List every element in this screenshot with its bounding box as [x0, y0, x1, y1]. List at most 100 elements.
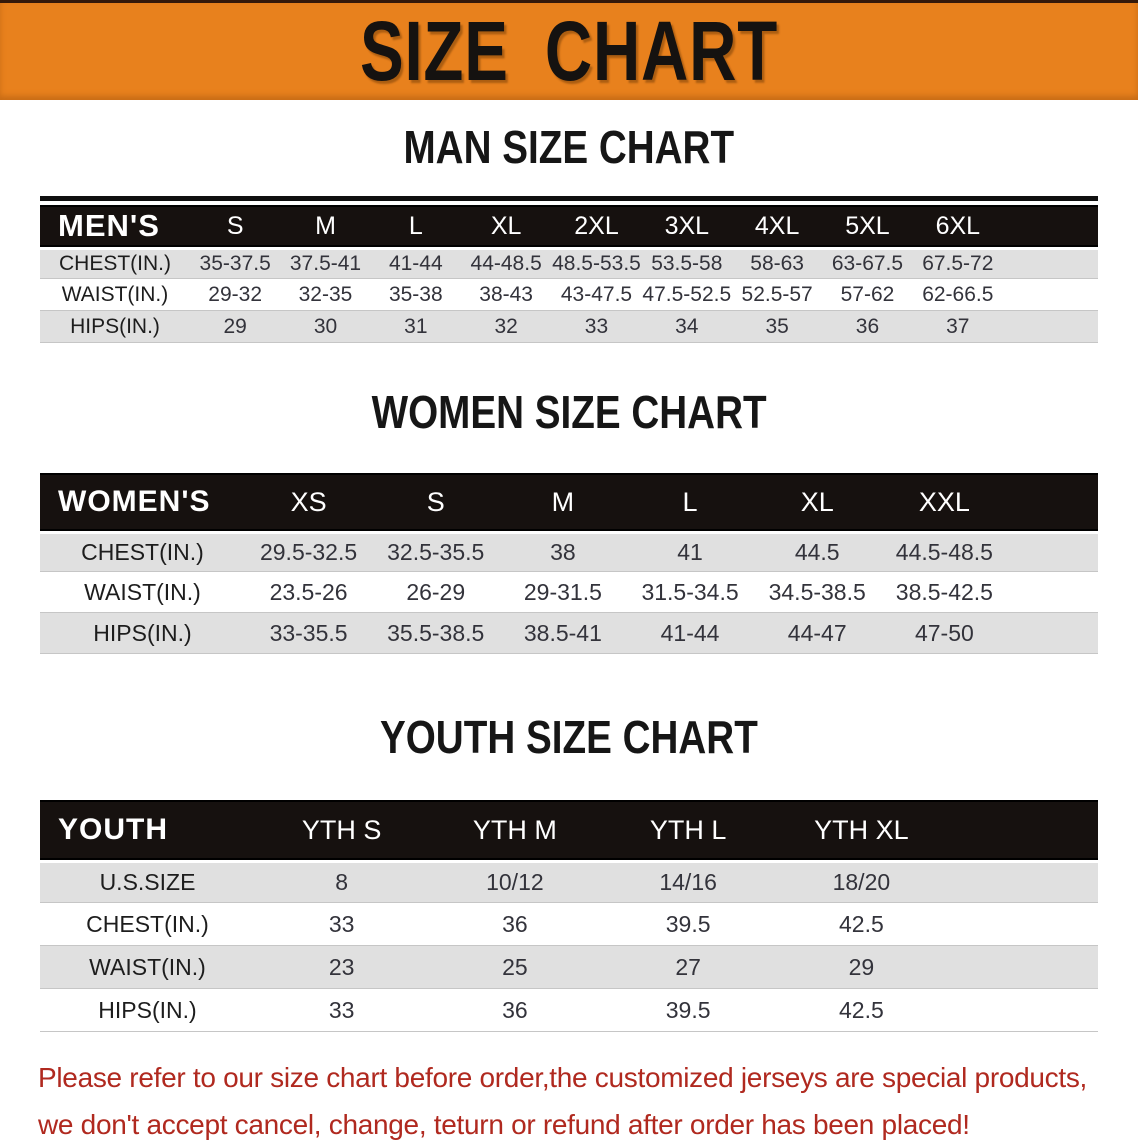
column-header: L	[370, 205, 461, 247]
table-cell: 27	[601, 946, 775, 989]
table-cell: 36	[822, 311, 913, 343]
cell-filler	[1008, 531, 1098, 572]
table-cell: 32-35	[280, 279, 371, 311]
cell-filler	[1003, 311, 1098, 343]
table-cell: 38.5-41	[499, 613, 627, 654]
table-cell: 62-66.5	[912, 279, 1003, 311]
column-header: XL	[460, 205, 552, 247]
cell-filler	[948, 860, 1098, 903]
youth-section-heading-text: YOUTH SIZE CHART	[380, 711, 758, 763]
column-header: 2XL	[551, 205, 642, 247]
men-section-heading-text: MAN SIZE CHART	[403, 121, 735, 173]
table-row: WAIST(IN.) 23 25 27 29	[40, 946, 1098, 989]
table-cell: 30	[280, 311, 371, 343]
header-filler	[1003, 205, 1098, 247]
men-table-top-rule	[40, 196, 1098, 201]
women-section-heading-text: WOMEN SIZE CHART	[371, 386, 767, 438]
table-row: HIPS(IN.) 33 36 39.5 42.5	[40, 989, 1098, 1032]
table-cell: 29-32	[190, 279, 281, 311]
table-cell: 52.5-57	[731, 279, 823, 311]
men-section-heading: MAN SIZE CHART	[0, 120, 1138, 186]
table-cell: 35-38	[370, 279, 461, 311]
table-cell: 36	[428, 989, 602, 1032]
table-cell: 34.5-38.5	[753, 572, 881, 613]
table-cell: 42.5	[774, 989, 948, 1032]
column-header: XL	[753, 473, 881, 531]
table-cell: 34	[641, 311, 732, 343]
table-header-row: YOUTH YTH S YTH M YTH L YTH XL	[40, 800, 1098, 860]
table-cell: 31	[370, 311, 461, 343]
table-cell: 41	[626, 531, 754, 572]
table-title: MEN'S	[40, 205, 190, 247]
column-header: 6XL	[912, 205, 1003, 247]
cell-filler	[948, 989, 1098, 1032]
table-title: YOUTH	[40, 800, 255, 860]
table-cell: 41-44	[626, 613, 754, 654]
table-cell: 44.5-48.5	[880, 531, 1008, 572]
cell-filler	[948, 946, 1098, 989]
table-cell: 26-29	[372, 572, 500, 613]
table-cell: 8	[255, 860, 429, 903]
table-cell: 42.5	[774, 903, 948, 946]
table-cell: 35.5-38.5	[372, 613, 500, 654]
table-cell: 67.5-72	[912, 247, 1003, 279]
row-label: WAIST(IN.)	[40, 572, 245, 613]
column-header: 5XL	[822, 205, 913, 247]
disclaimer-line-1: Please refer to our size chart before or…	[38, 1062, 1088, 1093]
table-cell: 33	[255, 903, 429, 946]
table-row: CHEST(IN.) 35-37.5 37.5-41 41-44 44-48.5 48.5…	[40, 247, 1098, 279]
table-cell: 14/16	[601, 860, 775, 903]
table-cell: 18/20	[774, 860, 948, 903]
row-label: HIPS(IN.)	[40, 311, 190, 343]
table-title: WOMEN'S	[40, 473, 245, 531]
table-cell: 41-44	[370, 247, 461, 279]
cell-filler	[1008, 572, 1098, 613]
table-cell: 33-35.5	[245, 613, 373, 654]
table-cell: 31.5-34.5	[626, 572, 754, 613]
table-cell: 25	[428, 946, 602, 989]
cell-filler	[1008, 613, 1098, 654]
table-row: U.S.SIZE 8 10/12 14/16 18/20	[40, 860, 1098, 903]
table-row: WAIST(IN.) 29-32 32-35 35-38 38-43 43-47.5 47.…	[40, 279, 1098, 311]
cell-filler	[948, 903, 1098, 946]
table-cell: 32.5-35.5	[372, 531, 500, 572]
women-size-table-wrap: WOMEN'S XS S M L XL XXL CHEST(IN.) 29.5-32.5 32.5…	[40, 473, 1098, 654]
column-header: YTH M	[428, 800, 602, 860]
table-cell: 63-67.5	[822, 247, 913, 279]
table-cell: 44-47	[753, 613, 881, 654]
header-filler	[1008, 473, 1098, 531]
table-cell: 29	[774, 946, 948, 989]
table-cell: 47.5-52.5	[641, 279, 732, 311]
table-cell: 44.5	[753, 531, 881, 572]
table-cell: 38	[499, 531, 627, 572]
table-row: CHEST(IN.) 33 36 39.5 42.5	[40, 903, 1098, 946]
table-row: CHEST(IN.) 29.5-32.5 32.5-35.5 38 41 44.5 44.5…	[40, 531, 1098, 572]
table-cell: 29-31.5	[499, 572, 627, 613]
table-cell: 37	[912, 311, 1003, 343]
column-header: XXL	[880, 473, 1008, 531]
table-cell: 35	[731, 311, 823, 343]
row-label: CHEST(IN.)	[40, 247, 190, 279]
table-cell: 32	[460, 311, 552, 343]
table-cell: 47-50	[880, 613, 1008, 654]
table-cell: 33	[255, 989, 429, 1032]
women-size-table: WOMEN'S XS S M L XL XXL CHEST(IN.) 29.5-32.5 32.5…	[40, 473, 1098, 654]
table-header-row: MEN'S S M L XL 2XL 3XL 4XL 5XL 6XL	[40, 205, 1098, 247]
table-cell: 35-37.5	[190, 247, 281, 279]
table-cell: 37.5-41	[280, 247, 371, 279]
youth-section-heading: YOUTH SIZE CHART	[0, 710, 1138, 776]
row-label: WAIST(IN.)	[40, 946, 255, 989]
table-cell: 36	[428, 903, 602, 946]
table-cell: 53.5-58	[641, 247, 732, 279]
column-header: YTH L	[601, 800, 775, 860]
table-cell: 38.5-42.5	[880, 572, 1008, 613]
table-cell: 57-62	[822, 279, 913, 311]
column-header: S	[372, 473, 500, 531]
disclaimer: Please refer to our size chart before or…	[38, 1054, 1138, 1148]
table-cell: 33	[551, 311, 642, 343]
table-cell: 10/12	[428, 860, 602, 903]
column-header: YTH XL	[774, 800, 948, 860]
cell-filler	[1003, 247, 1098, 279]
column-header: XS	[245, 473, 373, 531]
cell-filler	[1003, 279, 1098, 311]
